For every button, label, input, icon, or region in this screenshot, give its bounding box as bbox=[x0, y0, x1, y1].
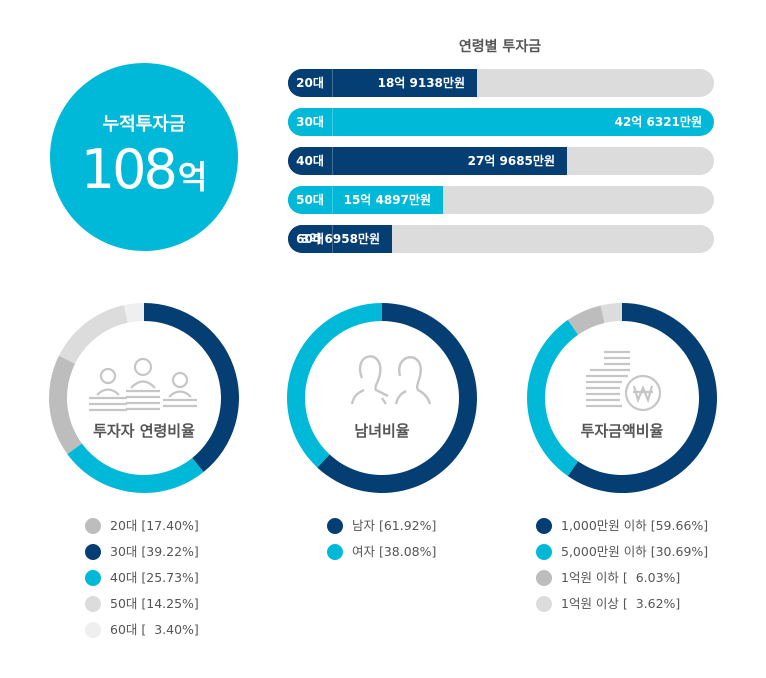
legend-label: 여자 [38.08%] bbox=[352, 544, 437, 559]
legend-swatch bbox=[536, 570, 552, 586]
donut-slice-2 bbox=[144, 303, 240, 473]
donut-slice-3 bbox=[567, 305, 605, 335]
bar-row-4: 50대 15억 4897만원 bbox=[288, 186, 714, 214]
bar-category-label: 40대 bbox=[288, 147, 333, 175]
bar-row-1: 20대 18억 9138만원 bbox=[288, 69, 714, 97]
total-investment-unit: 억 bbox=[177, 158, 208, 196]
donut-1 bbox=[48, 303, 240, 494]
donut-slice-4 bbox=[600, 303, 622, 323]
legend-swatch bbox=[327, 544, 343, 560]
legend-swatch bbox=[85, 570, 101, 586]
investors-group-icon bbox=[89, 357, 197, 412]
bar-value-label: 15억 4897만원 bbox=[343, 193, 431, 207]
won-coin-building-icon bbox=[586, 350, 662, 412]
bar-category-label: 50대 bbox=[288, 186, 333, 214]
bar-value-label: 27억 9685만원 bbox=[467, 154, 555, 168]
donut-title: 투자금액비율 bbox=[581, 422, 664, 440]
total-investment-circle: 누적투자금 108억 bbox=[50, 63, 238, 251]
donut-slice-1 bbox=[317, 303, 478, 493]
legend-label: 1,000만원 이하 [59.66%] bbox=[561, 518, 709, 533]
bar-3 bbox=[288, 147, 567, 175]
total-investment-number: 108 bbox=[80, 138, 178, 201]
donut-3 bbox=[527, 303, 717, 493]
male-female-icon bbox=[350, 355, 432, 405]
legend-swatch bbox=[327, 518, 343, 534]
age-investment-chart-title: 연령별 투자금 bbox=[458, 39, 542, 55]
legend-swatch bbox=[85, 622, 101, 638]
bar-category-label: 30대 bbox=[288, 108, 333, 136]
bar-value-label: 42억 6321만원 bbox=[614, 115, 702, 129]
legend-swatch bbox=[85, 518, 101, 534]
bar-2 bbox=[288, 108, 714, 136]
legend-swatch bbox=[85, 544, 101, 560]
bar-row-2: 30대 42억 6321만원 bbox=[288, 108, 714, 136]
bar-category-label: 60대 bbox=[288, 225, 333, 253]
legend-label: 60대 [ 3.40%] bbox=[110, 622, 199, 637]
total-investment-label: 누적투자금 bbox=[102, 114, 186, 135]
donut-title: 남녀비율 bbox=[354, 422, 409, 440]
donut-slice-1 bbox=[48, 355, 82, 455]
legend-label: 50대 [14.25%] bbox=[110, 596, 199, 611]
legend-label: 1억원 이상 [ 3.62%] bbox=[561, 596, 681, 611]
bar-track: 60대 3억 6958만원 bbox=[288, 225, 714, 253]
bar-row-3: 40대 27억 9685만원 bbox=[288, 147, 714, 175]
legend-label: 5,000만원 이하 [30.69%] bbox=[561, 544, 709, 559]
bar-value-label: 18억 9138만원 bbox=[377, 76, 465, 90]
donut-slice-2 bbox=[287, 303, 382, 468]
bar-row-5: 60대 3억 6958만원 bbox=[288, 225, 714, 253]
legend-label: 남자 [61.92%] bbox=[352, 518, 437, 533]
legend-swatch bbox=[536, 596, 552, 612]
donut-slice-2 bbox=[527, 319, 579, 477]
legend-label: 20대 [17.40%] bbox=[110, 518, 199, 533]
donut-slice-1 bbox=[567, 303, 717, 493]
total-investment-value: 108억 bbox=[50, 139, 238, 208]
legend-swatch bbox=[536, 544, 552, 560]
donut-2 bbox=[287, 303, 478, 493]
legend-label: 30대 [39.22%] bbox=[110, 544, 199, 559]
bar-track: 40대 27억 9685만원 bbox=[288, 147, 714, 175]
legend-label: 40대 [25.73%] bbox=[110, 570, 199, 585]
donut-slice-4 bbox=[58, 305, 128, 364]
bar-category-label: 20대 bbox=[288, 69, 333, 97]
legend-swatch bbox=[536, 518, 552, 534]
legend-label: 1억원 이하 [ 6.03%] bbox=[561, 570, 681, 585]
donut-slice-3 bbox=[67, 443, 204, 494]
bar-track: 50대 15억 4897만원 bbox=[288, 186, 714, 214]
donut-title: 투자자 연령비율 bbox=[93, 422, 195, 440]
legend-swatch bbox=[85, 596, 101, 612]
bar-track: 20대 18억 9138만원 bbox=[288, 69, 714, 97]
bar-track: 30대 42억 6321만원 bbox=[288, 108, 714, 136]
donut-slice-5 bbox=[123, 303, 144, 323]
bar-value-label: 3억 6958만원 bbox=[300, 232, 380, 246]
